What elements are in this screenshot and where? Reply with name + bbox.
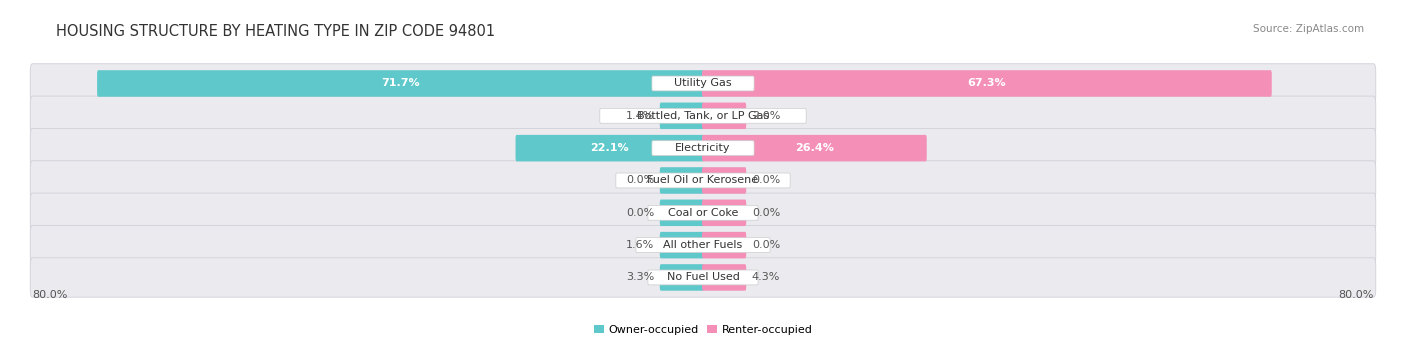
FancyBboxPatch shape <box>702 232 747 258</box>
Text: 0.0%: 0.0% <box>752 208 780 218</box>
Text: HOUSING STRUCTURE BY HEATING TYPE IN ZIP CODE 94801: HOUSING STRUCTURE BY HEATING TYPE IN ZIP… <box>56 24 495 39</box>
FancyBboxPatch shape <box>702 135 927 161</box>
Text: 0.0%: 0.0% <box>626 208 654 218</box>
FancyBboxPatch shape <box>702 264 747 291</box>
Text: 67.3%: 67.3% <box>967 78 1007 88</box>
Text: No Fuel Used: No Fuel Used <box>666 272 740 282</box>
Text: Electricity: Electricity <box>675 143 731 153</box>
Text: 22.1%: 22.1% <box>591 143 628 153</box>
FancyBboxPatch shape <box>600 108 806 123</box>
FancyBboxPatch shape <box>652 141 754 155</box>
Text: 71.7%: 71.7% <box>381 78 420 88</box>
FancyBboxPatch shape <box>702 70 1272 97</box>
Text: 3.3%: 3.3% <box>626 272 654 282</box>
FancyBboxPatch shape <box>31 193 1375 233</box>
Text: 1.6%: 1.6% <box>626 240 654 250</box>
Text: 0.0%: 0.0% <box>752 176 780 186</box>
Text: 0.0%: 0.0% <box>626 176 654 186</box>
Text: 4.3%: 4.3% <box>752 272 780 282</box>
Text: 1.4%: 1.4% <box>626 111 654 121</box>
FancyBboxPatch shape <box>648 205 758 220</box>
FancyBboxPatch shape <box>31 161 1375 200</box>
FancyBboxPatch shape <box>31 64 1375 103</box>
Text: 26.4%: 26.4% <box>794 143 834 153</box>
FancyBboxPatch shape <box>702 167 747 194</box>
Text: Fuel Oil or Kerosene: Fuel Oil or Kerosene <box>647 176 759 186</box>
FancyBboxPatch shape <box>702 199 747 226</box>
Text: Coal or Coke: Coal or Coke <box>668 208 738 218</box>
FancyBboxPatch shape <box>659 103 704 129</box>
FancyBboxPatch shape <box>659 264 704 291</box>
Text: 80.0%: 80.0% <box>32 290 67 300</box>
Text: 0.0%: 0.0% <box>752 240 780 250</box>
FancyBboxPatch shape <box>31 258 1375 297</box>
Text: 2.0%: 2.0% <box>752 111 780 121</box>
FancyBboxPatch shape <box>702 103 747 129</box>
FancyBboxPatch shape <box>31 225 1375 265</box>
FancyBboxPatch shape <box>31 129 1375 168</box>
FancyBboxPatch shape <box>648 270 758 285</box>
FancyBboxPatch shape <box>659 232 704 258</box>
Text: 80.0%: 80.0% <box>1339 290 1374 300</box>
Text: Source: ZipAtlas.com: Source: ZipAtlas.com <box>1253 24 1364 34</box>
FancyBboxPatch shape <box>616 173 790 188</box>
Text: All other Fuels: All other Fuels <box>664 240 742 250</box>
Text: Bottled, Tank, or LP Gas: Bottled, Tank, or LP Gas <box>637 111 769 121</box>
Legend: Owner-occupied, Renter-occupied: Owner-occupied, Renter-occupied <box>589 320 817 339</box>
FancyBboxPatch shape <box>97 70 704 97</box>
FancyBboxPatch shape <box>31 96 1375 135</box>
FancyBboxPatch shape <box>652 76 754 91</box>
Text: Utility Gas: Utility Gas <box>675 78 731 88</box>
FancyBboxPatch shape <box>659 199 704 226</box>
FancyBboxPatch shape <box>516 135 704 161</box>
FancyBboxPatch shape <box>636 238 770 253</box>
FancyBboxPatch shape <box>659 167 704 194</box>
